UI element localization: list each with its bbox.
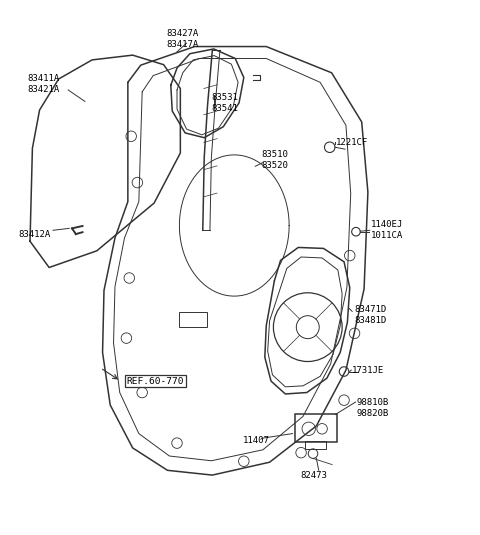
Bar <box>179 312 206 327</box>
Text: 1221CF: 1221CF <box>336 138 368 147</box>
Text: 1140EJ
1011CA: 1140EJ 1011CA <box>371 220 404 240</box>
Bar <box>305 441 326 449</box>
Text: 83471D
83481D: 83471D 83481D <box>355 305 387 325</box>
Text: 98810B
98820B: 98810B 98820B <box>357 398 389 418</box>
Text: 83412A: 83412A <box>18 230 50 239</box>
Text: 83510
83520: 83510 83520 <box>262 150 288 170</box>
Text: 83531
83541: 83531 83541 <box>211 93 238 113</box>
Bar <box>295 415 337 442</box>
Text: REF.60-770: REF.60-770 <box>126 377 184 386</box>
Text: 1731JE: 1731JE <box>352 365 384 374</box>
Text: 82473: 82473 <box>300 471 327 479</box>
Text: 83427A
83417A: 83427A 83417A <box>167 29 199 49</box>
Text: 11407: 11407 <box>243 435 270 445</box>
Text: 83411A
83421A: 83411A 83421A <box>28 74 60 94</box>
